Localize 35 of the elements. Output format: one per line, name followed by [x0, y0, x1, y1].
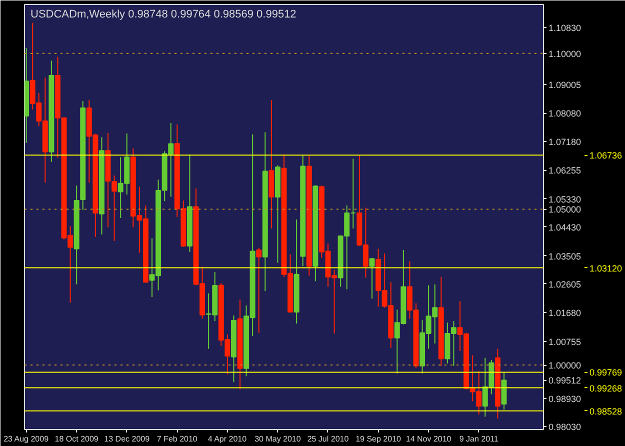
y-tick-label: 0.99512	[548, 376, 582, 386]
y-tick-label: 0.98030	[548, 422, 582, 432]
ref-line-label: 1.10000	[548, 48, 582, 59]
y-tick-label: 1.06255	[548, 166, 582, 176]
y-tick-label: 1.03505	[548, 251, 582, 262]
y-tick-label: 1.10830	[548, 23, 582, 34]
y-tick-label: 1.00755	[548, 336, 582, 347]
ref-line-label: 1.06736	[590, 150, 622, 161]
ref-line-label: 0.99268	[590, 383, 622, 394]
y-tick-label: 1.04430	[548, 222, 582, 232]
x-tick-label: 7 Feb 2010	[156, 434, 198, 444]
x-tick-label: 13 Dec 2009	[104, 434, 150, 444]
x-tick-label: 25 Jul 2010	[307, 434, 350, 444]
ref-line-label: 1.05000	[548, 204, 582, 215]
y-tick-label: 1.05330	[548, 194, 582, 204]
y-tick-label: 1.09005	[548, 80, 582, 90]
y-tick-label: 1.02605	[548, 279, 582, 290]
x-tick-label: 9 Jan 2011	[459, 434, 499, 444]
y-tick-label: 1.01680	[548, 308, 582, 318]
x-tick-label: 18 Oct 2009	[54, 434, 99, 444]
x-tick-label: 19 Sep 2010	[356, 434, 402, 444]
y-tick-label: 1.08080	[548, 108, 582, 119]
x-tick-label: 4 Apr 2010	[208, 434, 248, 444]
candlestick	[256, 247, 262, 334]
ref-line-label: 1.00000	[548, 360, 582, 370]
candlestick	[501, 372, 507, 410]
ref-line-label: 0.98528	[590, 406, 622, 416]
x-tick-label: 30 May 2010	[254, 434, 302, 444]
ref-line-label: 0.99769	[590, 368, 622, 378]
x-tick-label: 14 Nov 2010	[406, 434, 452, 444]
y-tick-label: 1.07180	[548, 136, 582, 147]
chart-title: USDCADm,Weekly 0.98748 0.99764 0.98569 0.99512	[30, 8, 296, 20]
y-tick-label: 0.98930	[548, 394, 582, 404]
x-tick-label: 23 Aug 2009	[4, 434, 50, 444]
ref-line-label: 1.03120	[590, 263, 622, 274]
